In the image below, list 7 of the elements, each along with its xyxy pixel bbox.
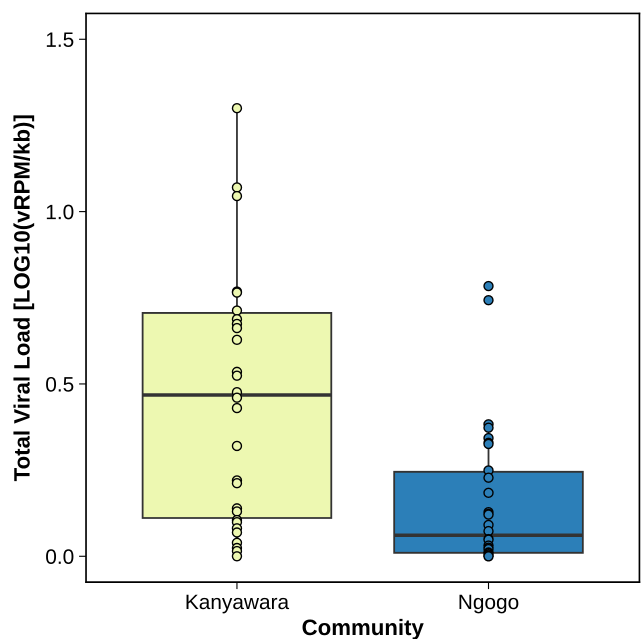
y-tick-label: 0.0 (46, 549, 74, 564)
y-axis-title: Total Viral Load [LOG10(vRPM/kb)] (13, 115, 34, 482)
y-tick-label: 1.5 (46, 32, 74, 48)
y-tick-label: 1.0 (46, 204, 74, 220)
x-tick-label: Ngogo (460, 594, 518, 614)
y-tick-label: 0.5 (46, 376, 74, 392)
x-tick-label: Kanyawara (186, 594, 290, 614)
